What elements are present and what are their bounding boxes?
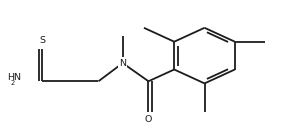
Text: S: S — [39, 36, 45, 45]
Text: H: H — [7, 73, 14, 82]
Text: O: O — [145, 116, 152, 125]
Text: N: N — [119, 59, 126, 68]
Text: N: N — [14, 73, 21, 82]
Text: 2: 2 — [11, 80, 15, 86]
